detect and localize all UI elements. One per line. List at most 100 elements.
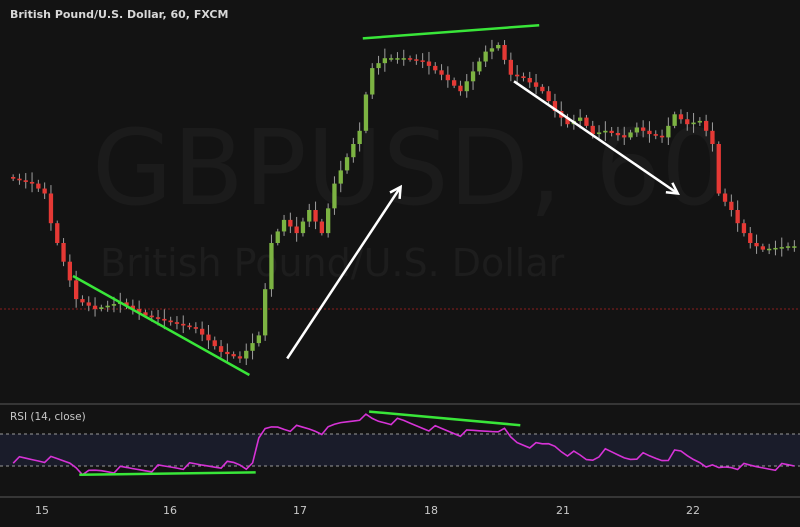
candle-down bbox=[288, 219, 293, 227]
candle-down bbox=[659, 135, 665, 138]
candle-down bbox=[533, 82, 539, 87]
trend-arrow bbox=[513, 80, 680, 195]
candle-down bbox=[622, 135, 627, 138]
candle-down bbox=[502, 45, 507, 60]
candle-down bbox=[17, 178, 22, 181]
candle-up bbox=[376, 63, 381, 69]
candle-down bbox=[685, 119, 690, 125]
rsi-line bbox=[12, 413, 795, 476]
price-pane[interactable] bbox=[0, 23, 800, 377]
candle-up bbox=[326, 208, 331, 234]
time-axis[interactable]: 15 16 17 18 21 22 bbox=[35, 504, 700, 517]
candle-up bbox=[477, 61, 482, 72]
candle-down bbox=[653, 134, 658, 136]
candle-down bbox=[729, 201, 734, 210]
x-tick-label: 16 bbox=[163, 504, 177, 517]
candle-down bbox=[458, 85, 463, 92]
candle-down bbox=[67, 261, 72, 281]
candle-down bbox=[174, 322, 180, 324]
candle-down bbox=[508, 59, 513, 75]
candle-down bbox=[143, 312, 148, 316]
candle-down bbox=[11, 177, 16, 179]
candle-down bbox=[149, 315, 154, 318]
candle-down bbox=[754, 243, 759, 247]
chart-title: British Pound/U.S. Dollar, 60, FXCM bbox=[10, 8, 228, 21]
candle-down bbox=[420, 60, 425, 62]
candle-down bbox=[426, 61, 432, 66]
candle-up bbox=[281, 219, 287, 232]
price-trend-line bbox=[72, 274, 251, 377]
trend-arrow-head bbox=[665, 182, 680, 195]
x-tick-label: 18 bbox=[424, 504, 438, 517]
candle-down bbox=[546, 91, 551, 102]
candle-down bbox=[678, 114, 684, 120]
candle-down bbox=[74, 280, 79, 300]
candle-up bbox=[370, 68, 375, 95]
candle-down bbox=[200, 328, 205, 335]
rsi-title: RSI (14, close) bbox=[10, 411, 86, 423]
candle-up bbox=[792, 246, 797, 248]
candle-down bbox=[61, 243, 66, 262]
candle-down bbox=[29, 181, 35, 184]
candle-down bbox=[445, 74, 450, 81]
candle-down bbox=[515, 74, 520, 77]
candle-up bbox=[256, 335, 261, 344]
candle-down bbox=[590, 125, 595, 135]
candle-down bbox=[23, 180, 28, 182]
candle-down bbox=[540, 86, 545, 92]
candle-down bbox=[741, 223, 747, 234]
candle-up bbox=[697, 120, 702, 123]
candle-down bbox=[294, 226, 299, 234]
watermark-name: British Pound/U.S. Dollar bbox=[100, 241, 565, 285]
candle-up bbox=[105, 305, 110, 308]
candle-down bbox=[722, 193, 728, 202]
candle-up bbox=[269, 243, 274, 290]
candle-down bbox=[760, 246, 765, 250]
candle-down bbox=[130, 305, 135, 309]
candle-up bbox=[307, 210, 312, 222]
candle-down bbox=[42, 188, 47, 194]
candle-up bbox=[401, 58, 406, 60]
candle-up bbox=[672, 114, 677, 126]
candle-up bbox=[464, 81, 469, 92]
candle-down bbox=[319, 221, 324, 234]
candle-down bbox=[641, 127, 646, 131]
candle-down bbox=[407, 58, 413, 60]
candle-down bbox=[181, 323, 186, 326]
candle-down bbox=[609, 130, 614, 133]
candle-up bbox=[275, 231, 280, 243]
candle-down bbox=[552, 101, 558, 111]
candle-down bbox=[615, 133, 621, 136]
candle-down bbox=[124, 302, 129, 306]
candle-down bbox=[439, 70, 444, 75]
candle-up bbox=[603, 130, 608, 133]
watermark-symbol: GBPUSD, 60 bbox=[92, 107, 727, 229]
candle-down bbox=[647, 130, 652, 135]
candle-up bbox=[779, 247, 784, 249]
candle-down bbox=[716, 144, 721, 194]
candle-down bbox=[231, 354, 236, 357]
candle-down bbox=[237, 356, 243, 359]
candle-down bbox=[193, 327, 198, 329]
candle-up bbox=[357, 130, 362, 144]
candle-down bbox=[452, 80, 457, 86]
candle-up bbox=[250, 343, 255, 351]
candle-down bbox=[162, 318, 167, 321]
candle-down bbox=[206, 334, 211, 341]
candle-down bbox=[414, 59, 419, 61]
candle-up bbox=[99, 307, 104, 309]
candle-down bbox=[584, 117, 589, 126]
x-tick-label: 21 bbox=[556, 504, 570, 517]
candle-up bbox=[382, 58, 387, 64]
rsi-pane[interactable] bbox=[0, 410, 800, 477]
trend-arrow-shaft bbox=[286, 186, 402, 360]
candle-down bbox=[565, 117, 570, 125]
x-tick-label: 17 bbox=[293, 504, 307, 517]
rsi-band bbox=[0, 434, 800, 466]
candle-down bbox=[80, 299, 85, 303]
candle-up bbox=[578, 117, 583, 121]
price-trend-line bbox=[362, 23, 540, 40]
rsi-trend-line bbox=[79, 471, 256, 477]
candle-up bbox=[496, 45, 501, 49]
